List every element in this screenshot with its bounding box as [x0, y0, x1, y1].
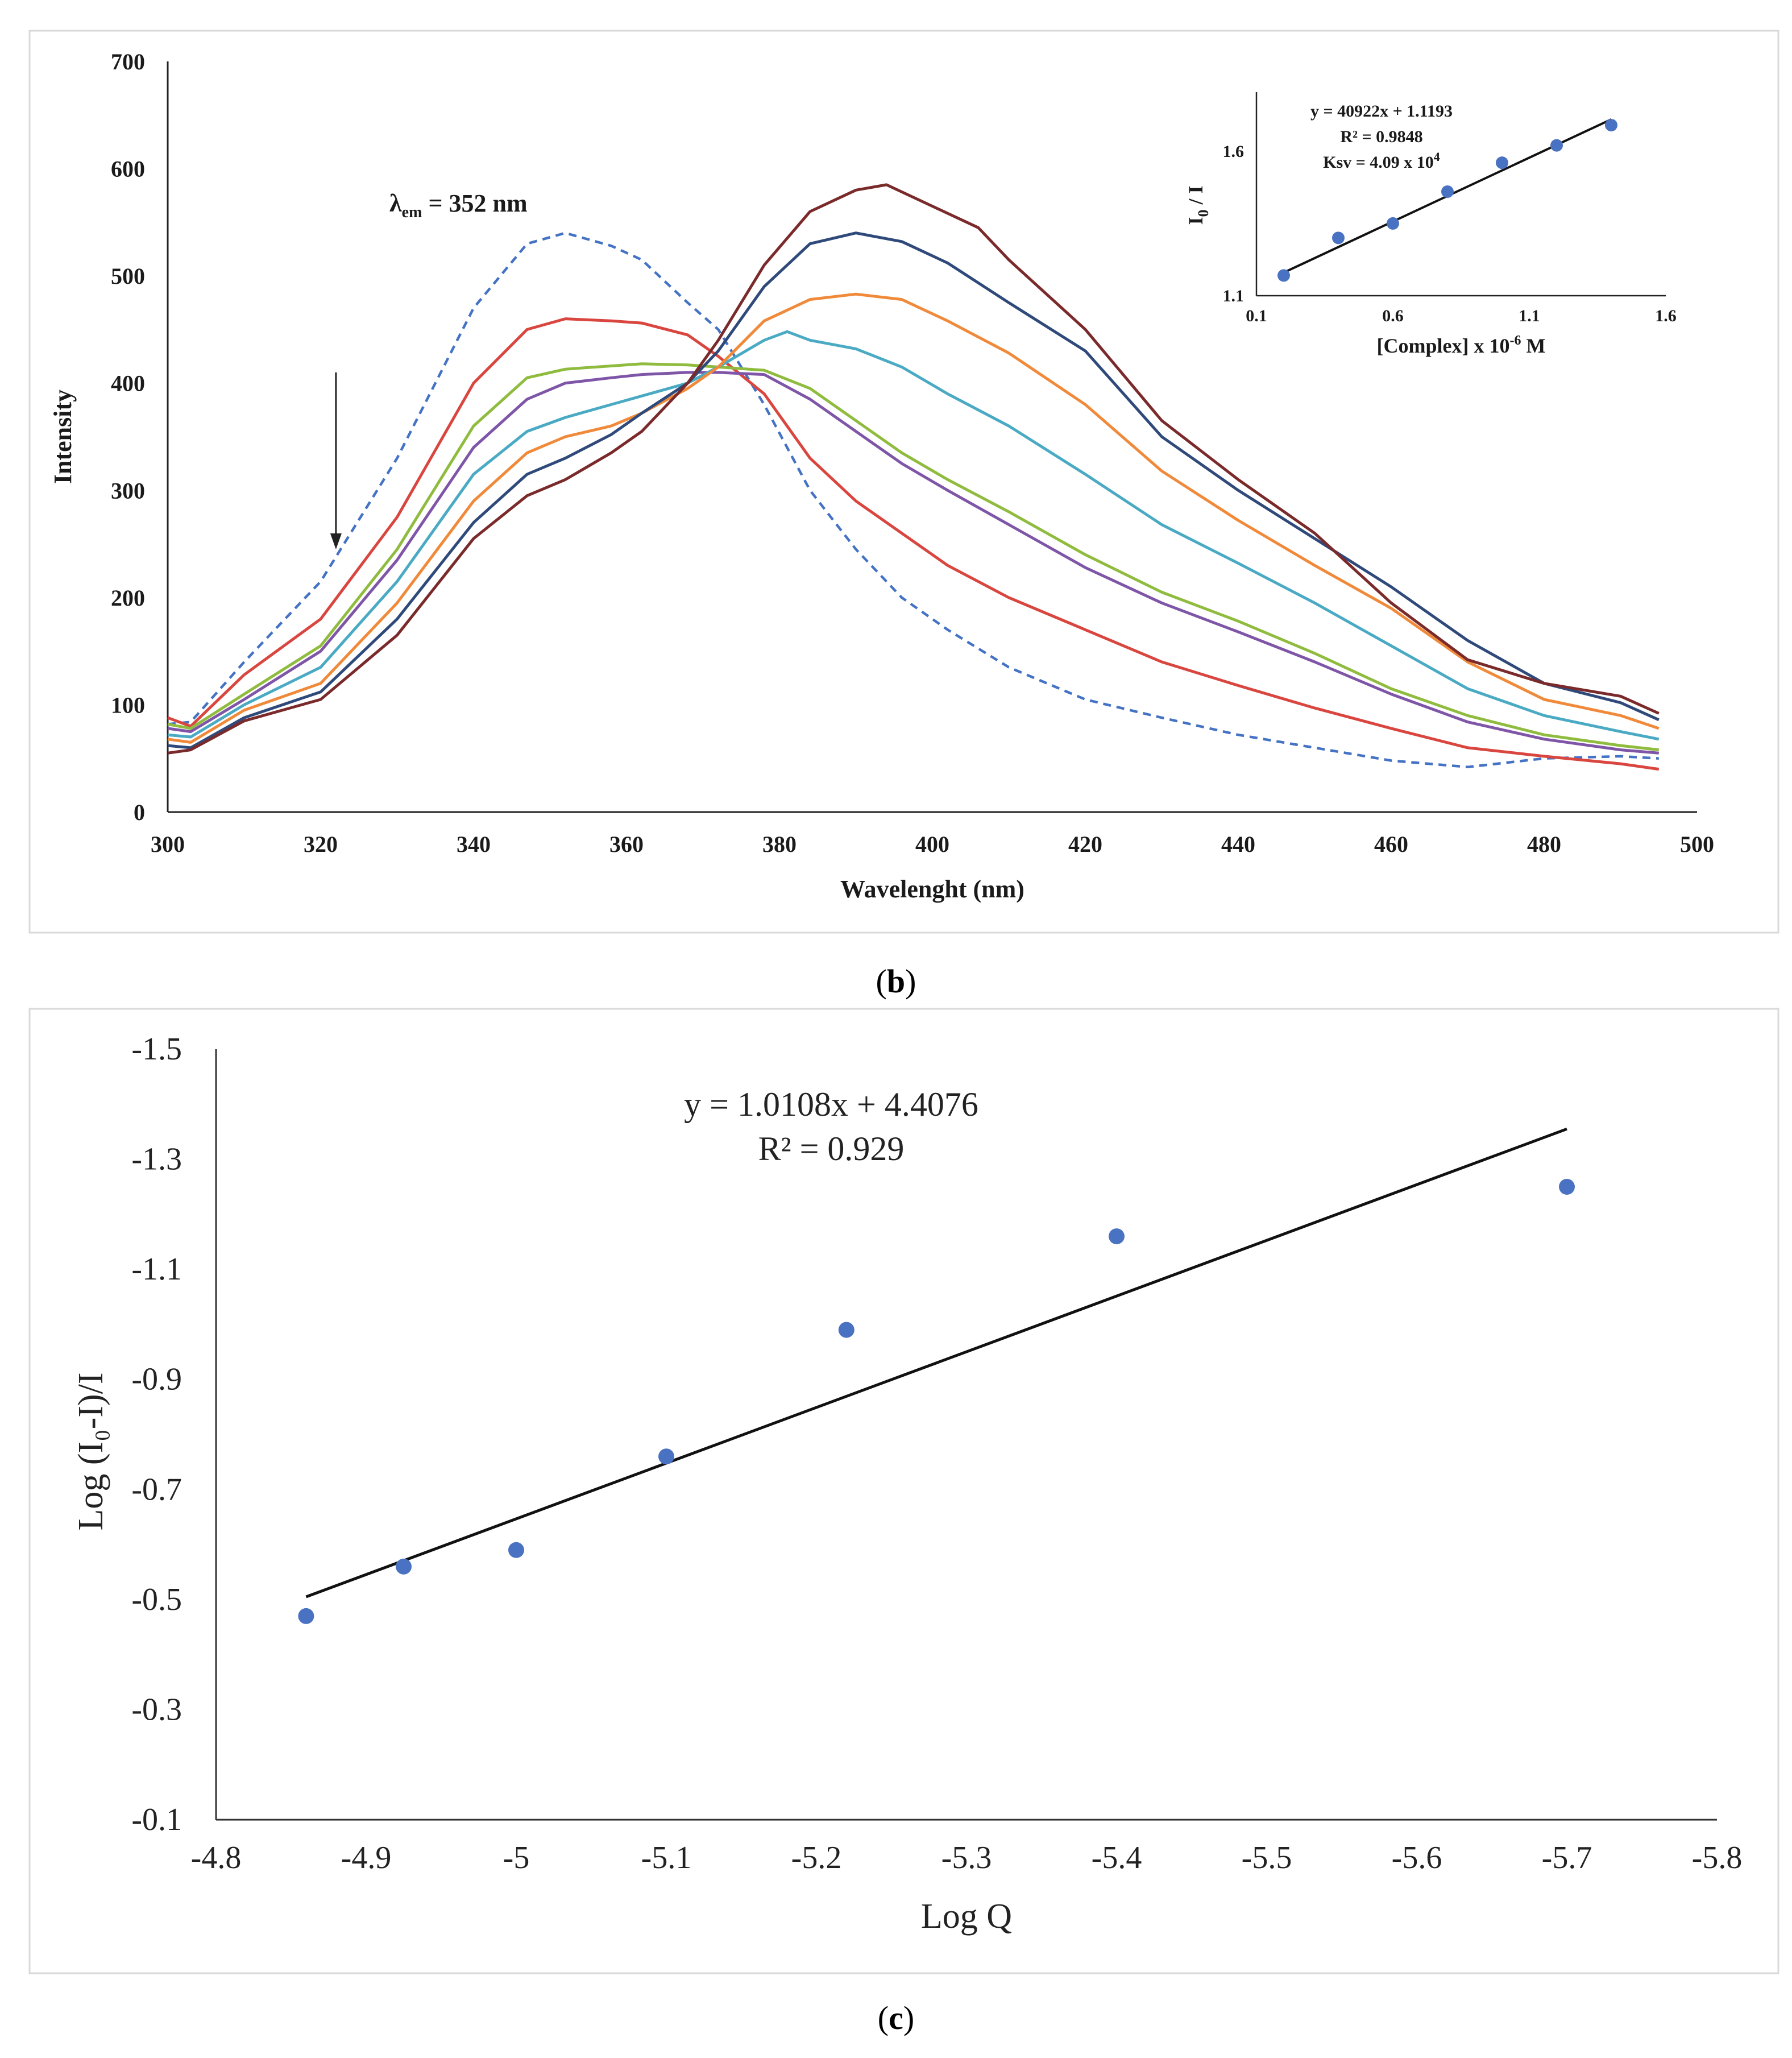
panel-b-label: (b)	[876, 963, 916, 1000]
series-line-c7	[167, 183, 1660, 755]
inset-x-axis-label: [Complex] x 10-6 M	[1377, 333, 1546, 357]
panel-c-label: (c)	[878, 1999, 914, 2036]
series-line-c4	[167, 330, 1660, 741]
series-line-c6	[167, 231, 1660, 750]
c-y-tick-label: -0.7	[131, 1472, 182, 1507]
inset-data-point	[1277, 269, 1290, 282]
c-x-tick-label: -5.4	[1092, 1840, 1142, 1875]
inset-y-tick-label: 1.6	[1223, 142, 1245, 161]
x-tick-label: 380	[762, 831, 797, 857]
x-tick-label: 480	[1527, 831, 1561, 857]
x-tick-label: 300	[151, 831, 185, 857]
inset-data-point	[1332, 231, 1345, 245]
c-equation: y = 1.0108x + 4.4076	[684, 1086, 978, 1123]
series-line-c3	[167, 371, 1660, 755]
c-y-tick-label: -0.9	[131, 1362, 182, 1397]
c-data-point	[1109, 1228, 1125, 1245]
x-tick-label: 400	[915, 831, 949, 857]
inset-data-point	[1441, 185, 1454, 198]
quench-arrow-head	[330, 533, 342, 549]
c-x-tick-label: -5.7	[1542, 1840, 1592, 1875]
panel-c-chart: -1.5 -1.3 -1.1 -0.9 -0.7 -0.5 -0.3 -0.1 -4.8 -4.9…	[72, 1032, 1742, 1936]
c-data-point	[298, 1608, 314, 1624]
c-x-tick-label: -5.3	[941, 1840, 992, 1875]
inset-y-tick-label: 1.1	[1223, 287, 1245, 305]
y-tick-label: 700	[111, 49, 145, 74]
c-x-tick-label: -5.6	[1392, 1840, 1442, 1875]
y-tick-label: 300	[111, 478, 145, 503]
y-tick-label: 600	[111, 156, 145, 182]
inset-y-axis-label: I0 / I	[1184, 185, 1212, 225]
x-tick-label: 440	[1221, 831, 1255, 857]
c-x-tick-label: -5.2	[791, 1840, 842, 1875]
series-line-c2	[167, 362, 1660, 752]
c-x-tick-label: -5.5	[1242, 1840, 1292, 1875]
x-tick-label: 460	[1374, 831, 1408, 857]
x-tick-label: 420	[1068, 831, 1102, 857]
c-data-point	[1559, 1178, 1575, 1195]
series-line-c1	[167, 317, 1660, 771]
c-data-point	[838, 1322, 854, 1338]
y-tick-label: 500	[111, 263, 145, 289]
c-y-tick-label: -0.5	[131, 1582, 182, 1617]
c-x-tick-label: -4.8	[191, 1840, 242, 1875]
c-y-axis-label: Log (I₀-I)/I	[72, 1372, 110, 1530]
inset-x-tick-label: 1.1	[1519, 307, 1540, 325]
y-axis-label: Intensity	[49, 390, 77, 484]
panel-c-frame	[28, 1008, 1779, 1974]
c-y-tick-label: -1.1	[131, 1252, 182, 1287]
y-tick-label: 200	[111, 585, 145, 611]
c-fit-line	[305, 1127, 1567, 1599]
c-x-tick-label: -4.9	[341, 1840, 392, 1875]
c-data-point	[508, 1542, 524, 1558]
panel-b-inset: 0.1 0.6 1.1 1.6 1.1 1.6 [Complex] x 10-6 M I0 /…	[1184, 92, 1677, 357]
c-r-squared: R² = 0.929	[758, 1130, 905, 1167]
panel-b-frame	[28, 30, 1779, 934]
c-y-tick-label: -1.3	[131, 1142, 182, 1177]
x-axis-label: Wavelenght (nm)	[840, 875, 1024, 903]
c-y-tick-label: -0.3	[131, 1692, 182, 1727]
y-tick-label: 100	[111, 692, 145, 718]
c-data-point	[658, 1448, 674, 1465]
x-tick-label: 340	[457, 831, 491, 857]
c-y-tick-label: -1.5	[131, 1032, 182, 1067]
inset-equation: y = 40922x + 1.1193	[1310, 102, 1453, 121]
c-x-tick-label: -5	[503, 1840, 530, 1875]
x-tick-label: 500	[1680, 831, 1714, 857]
inset-x-tick-label: 0.1	[1246, 307, 1267, 325]
inset-ksv: Ksv = 4.09 x 104	[1323, 150, 1440, 172]
x-tick-label: 360	[609, 831, 644, 857]
inset-x-tick-label: 0.6	[1382, 307, 1404, 325]
c-x-tick-label: -5.8	[1692, 1840, 1743, 1875]
y-tick-label: 0	[134, 800, 145, 825]
c-x-tick-label: -5.1	[641, 1840, 692, 1875]
c-x-axis-label: Log Q	[921, 1897, 1012, 1936]
inset-r-squared: R² = 0.9848	[1340, 127, 1422, 146]
inset-x-tick-label: 1.6	[1655, 307, 1677, 325]
x-tick-label: 320	[304, 831, 338, 857]
inset-data-point	[1605, 119, 1617, 132]
lambda-em-annotation: λem = 352 nm	[389, 189, 528, 221]
c-y-tick-label: -0.1	[131, 1802, 182, 1837]
panel-b-chart: 0 100 200 300 400 500 600 700 300 320 340 360 380 400…	[49, 49, 1714, 903]
inset-data-point	[1387, 217, 1399, 230]
y-tick-label: 400	[111, 371, 145, 396]
series-line-c5	[167, 292, 1660, 744]
inset-data-point	[1496, 156, 1508, 169]
inset-data-point	[1550, 139, 1563, 152]
series-line-free	[167, 231, 1659, 769]
c-data-point	[396, 1558, 412, 1575]
